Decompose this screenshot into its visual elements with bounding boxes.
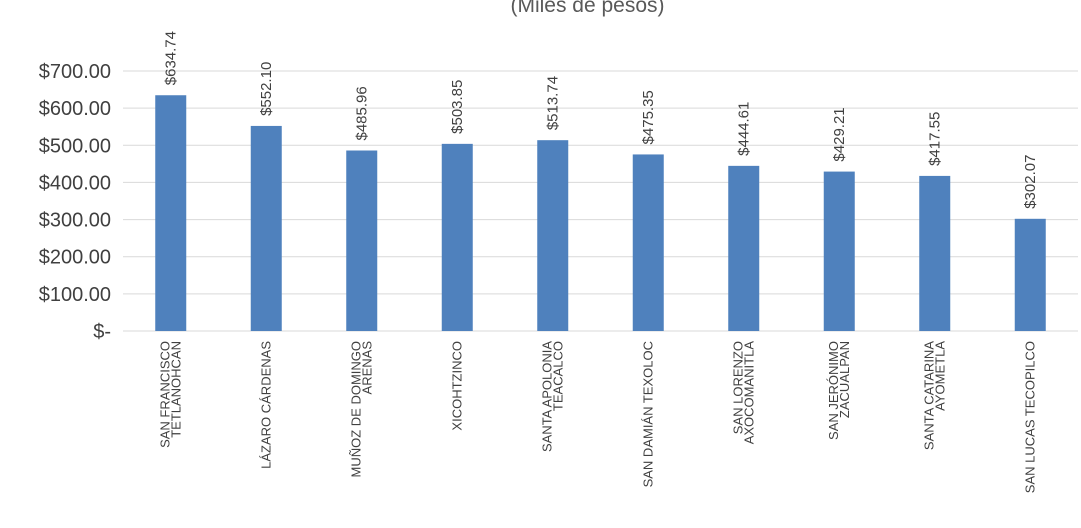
- category-label: SAN JERÓNIMO: [826, 341, 841, 440]
- category-label: SANTA CATARINA: [921, 341, 936, 450]
- gridlines: [123, 70, 1078, 332]
- bar: [823, 171, 855, 331]
- data-label: $552.10: [258, 62, 275, 116]
- bar: [346, 150, 378, 331]
- data-label: $485.96: [354, 86, 371, 140]
- category-label: AXOCOMANITLA: [741, 341, 756, 445]
- bar: [250, 125, 282, 331]
- y-tick-label: $300.00: [39, 210, 111, 232]
- y-tick-label: $500.00: [39, 135, 111, 157]
- bar: [728, 165, 760, 331]
- data-label: $444.61: [736, 102, 753, 156]
- bar: [632, 154, 664, 331]
- bar: [537, 140, 569, 331]
- data-label: $302.07: [1022, 155, 1039, 209]
- y-tick-label: $600.00: [39, 98, 111, 120]
- data-label: $503.85: [449, 80, 466, 134]
- data-label: $417.55: [927, 112, 944, 166]
- category-label: ARENAS: [359, 341, 374, 395]
- category-label: SAN LUCAS TECOPILCO: [1022, 341, 1037, 493]
- data-label: $634.74: [163, 31, 180, 85]
- bar: [919, 175, 951, 331]
- category-label: LÁZARO CÁRDENAS: [258, 341, 273, 469]
- category-label: SANTA APOLONIA: [539, 341, 554, 452]
- y-tick-label: $100.00: [39, 284, 111, 306]
- y-axis: $- $100.00 $200.00 $300.00 $400.00 $500.00 $60…: [39, 61, 111, 343]
- category-label: ZACUALPAN: [837, 341, 852, 418]
- category-label: TEACALCO: [550, 341, 565, 411]
- bar: [1014, 218, 1046, 331]
- y-tick-label: $200.00: [39, 247, 111, 269]
- y-tick-label: $400.00: [39, 172, 111, 194]
- bar: [441, 143, 473, 331]
- data-label: $475.35: [640, 90, 657, 144]
- category-label: MUÑOZ DE DOMINGO: [348, 341, 363, 478]
- category-label: AYOMETLA: [932, 341, 947, 411]
- category-label: TETLANOHCAN: [168, 341, 183, 438]
- category-label: SAN LORENZO: [730, 341, 745, 434]
- data-label: $513.74: [545, 76, 562, 130]
- data-labels: $634.74 $552.10 $485.96 $503.85 $513.74 $475.…: [163, 31, 1040, 209]
- category-label: XICOHTZINCO: [449, 341, 464, 431]
- data-label: $429.21: [831, 107, 848, 161]
- y-tick-label: $700.00: [39, 61, 111, 83]
- y-tick-label: $-: [93, 321, 111, 343]
- category-label: SAN DAMIÁN TEXOLOC: [640, 341, 655, 487]
- chart-subtitle: (Miles de pesos): [510, 0, 665, 17]
- bar: [155, 95, 187, 331]
- bars: [155, 95, 1046, 331]
- category-label: SAN FRANCISCO: [157, 341, 172, 448]
